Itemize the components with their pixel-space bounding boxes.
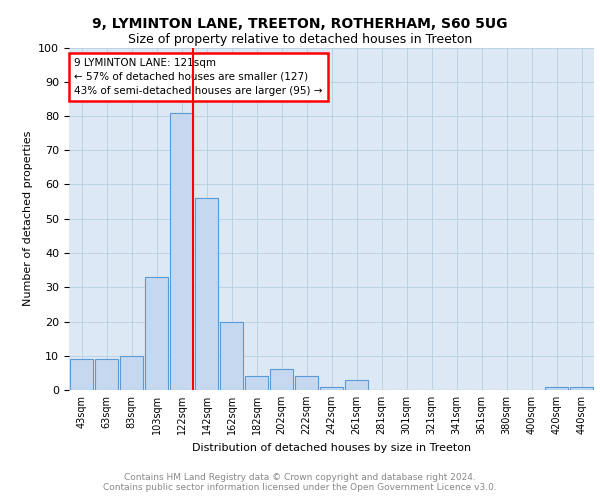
Bar <box>220 322 243 390</box>
X-axis label: Distribution of detached houses by size in Treeton: Distribution of detached houses by size … <box>192 442 471 452</box>
Bar <box>170 112 193 390</box>
Bar <box>545 386 568 390</box>
Bar <box>195 198 218 390</box>
Text: 9, LYMINTON LANE, TREETON, ROTHERHAM, S60 5UG: 9, LYMINTON LANE, TREETON, ROTHERHAM, S6… <box>92 18 508 32</box>
Bar <box>270 370 293 390</box>
Bar <box>245 376 268 390</box>
Bar <box>295 376 318 390</box>
Bar <box>320 386 343 390</box>
Bar <box>120 356 143 390</box>
Bar <box>145 277 168 390</box>
Bar <box>570 386 593 390</box>
Bar <box>70 359 93 390</box>
Text: Contains HM Land Registry data © Crown copyright and database right 2024.
Contai: Contains HM Land Registry data © Crown c… <box>103 473 497 492</box>
Bar <box>95 359 118 390</box>
Bar <box>345 380 368 390</box>
Y-axis label: Number of detached properties: Number of detached properties <box>23 131 33 306</box>
Text: 9 LYMINTON LANE: 121sqm
← 57% of detached houses are smaller (127)
43% of semi-d: 9 LYMINTON LANE: 121sqm ← 57% of detache… <box>74 58 323 96</box>
Text: Size of property relative to detached houses in Treeton: Size of property relative to detached ho… <box>128 32 472 46</box>
